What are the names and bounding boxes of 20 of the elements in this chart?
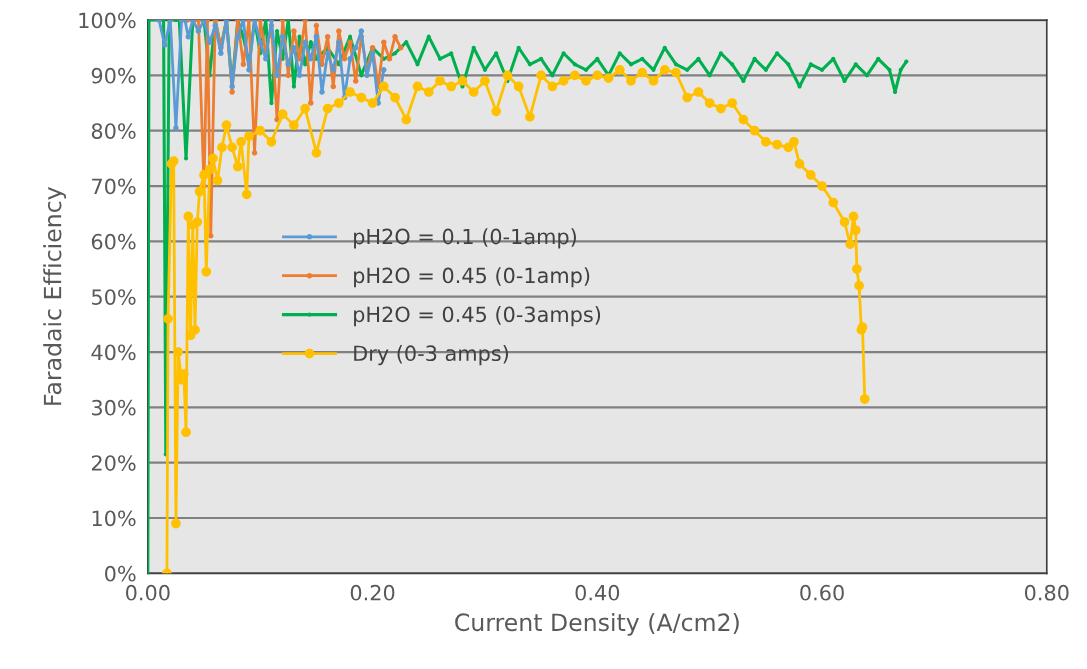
- x-axis-title: Current Density (A/cm2): [455, 612, 739, 636]
- x-tick-label: 0.40: [575, 584, 620, 601]
- x-tick-label: 0.60: [800, 584, 844, 601]
- y-tick-label: 90%: [91, 67, 136, 84]
- y-tick-label: 40%: [91, 344, 136, 361]
- y-tick-label: 30%: [92, 399, 136, 416]
- legend-label: pH2O = 0.45 (0-1amp): [354, 267, 590, 288]
- y-tick-label: 70%: [92, 178, 136, 195]
- y-tick-label: 0%: [105, 565, 136, 582]
- x-tick-label: 0.20: [350, 584, 395, 601]
- y-tick-label: 100%: [79, 12, 136, 29]
- y-tick-label: 60%: [91, 233, 136, 250]
- y-tick-label: 20%: [91, 455, 136, 471]
- x-tick-label: 0.00: [126, 584, 170, 601]
- y-tick-label: 50%: [92, 289, 136, 305]
- legend-label: pH2O = 0.45 (0-3amps): [354, 306, 601, 327]
- y-tick-label: 80%: [91, 123, 136, 139]
- y-axis-title: Faradaic Efficiency: [43, 187, 67, 405]
- x-tick-label: 0.80: [1024, 584, 1069, 601]
- y-tick-label: 10%: [92, 510, 136, 527]
